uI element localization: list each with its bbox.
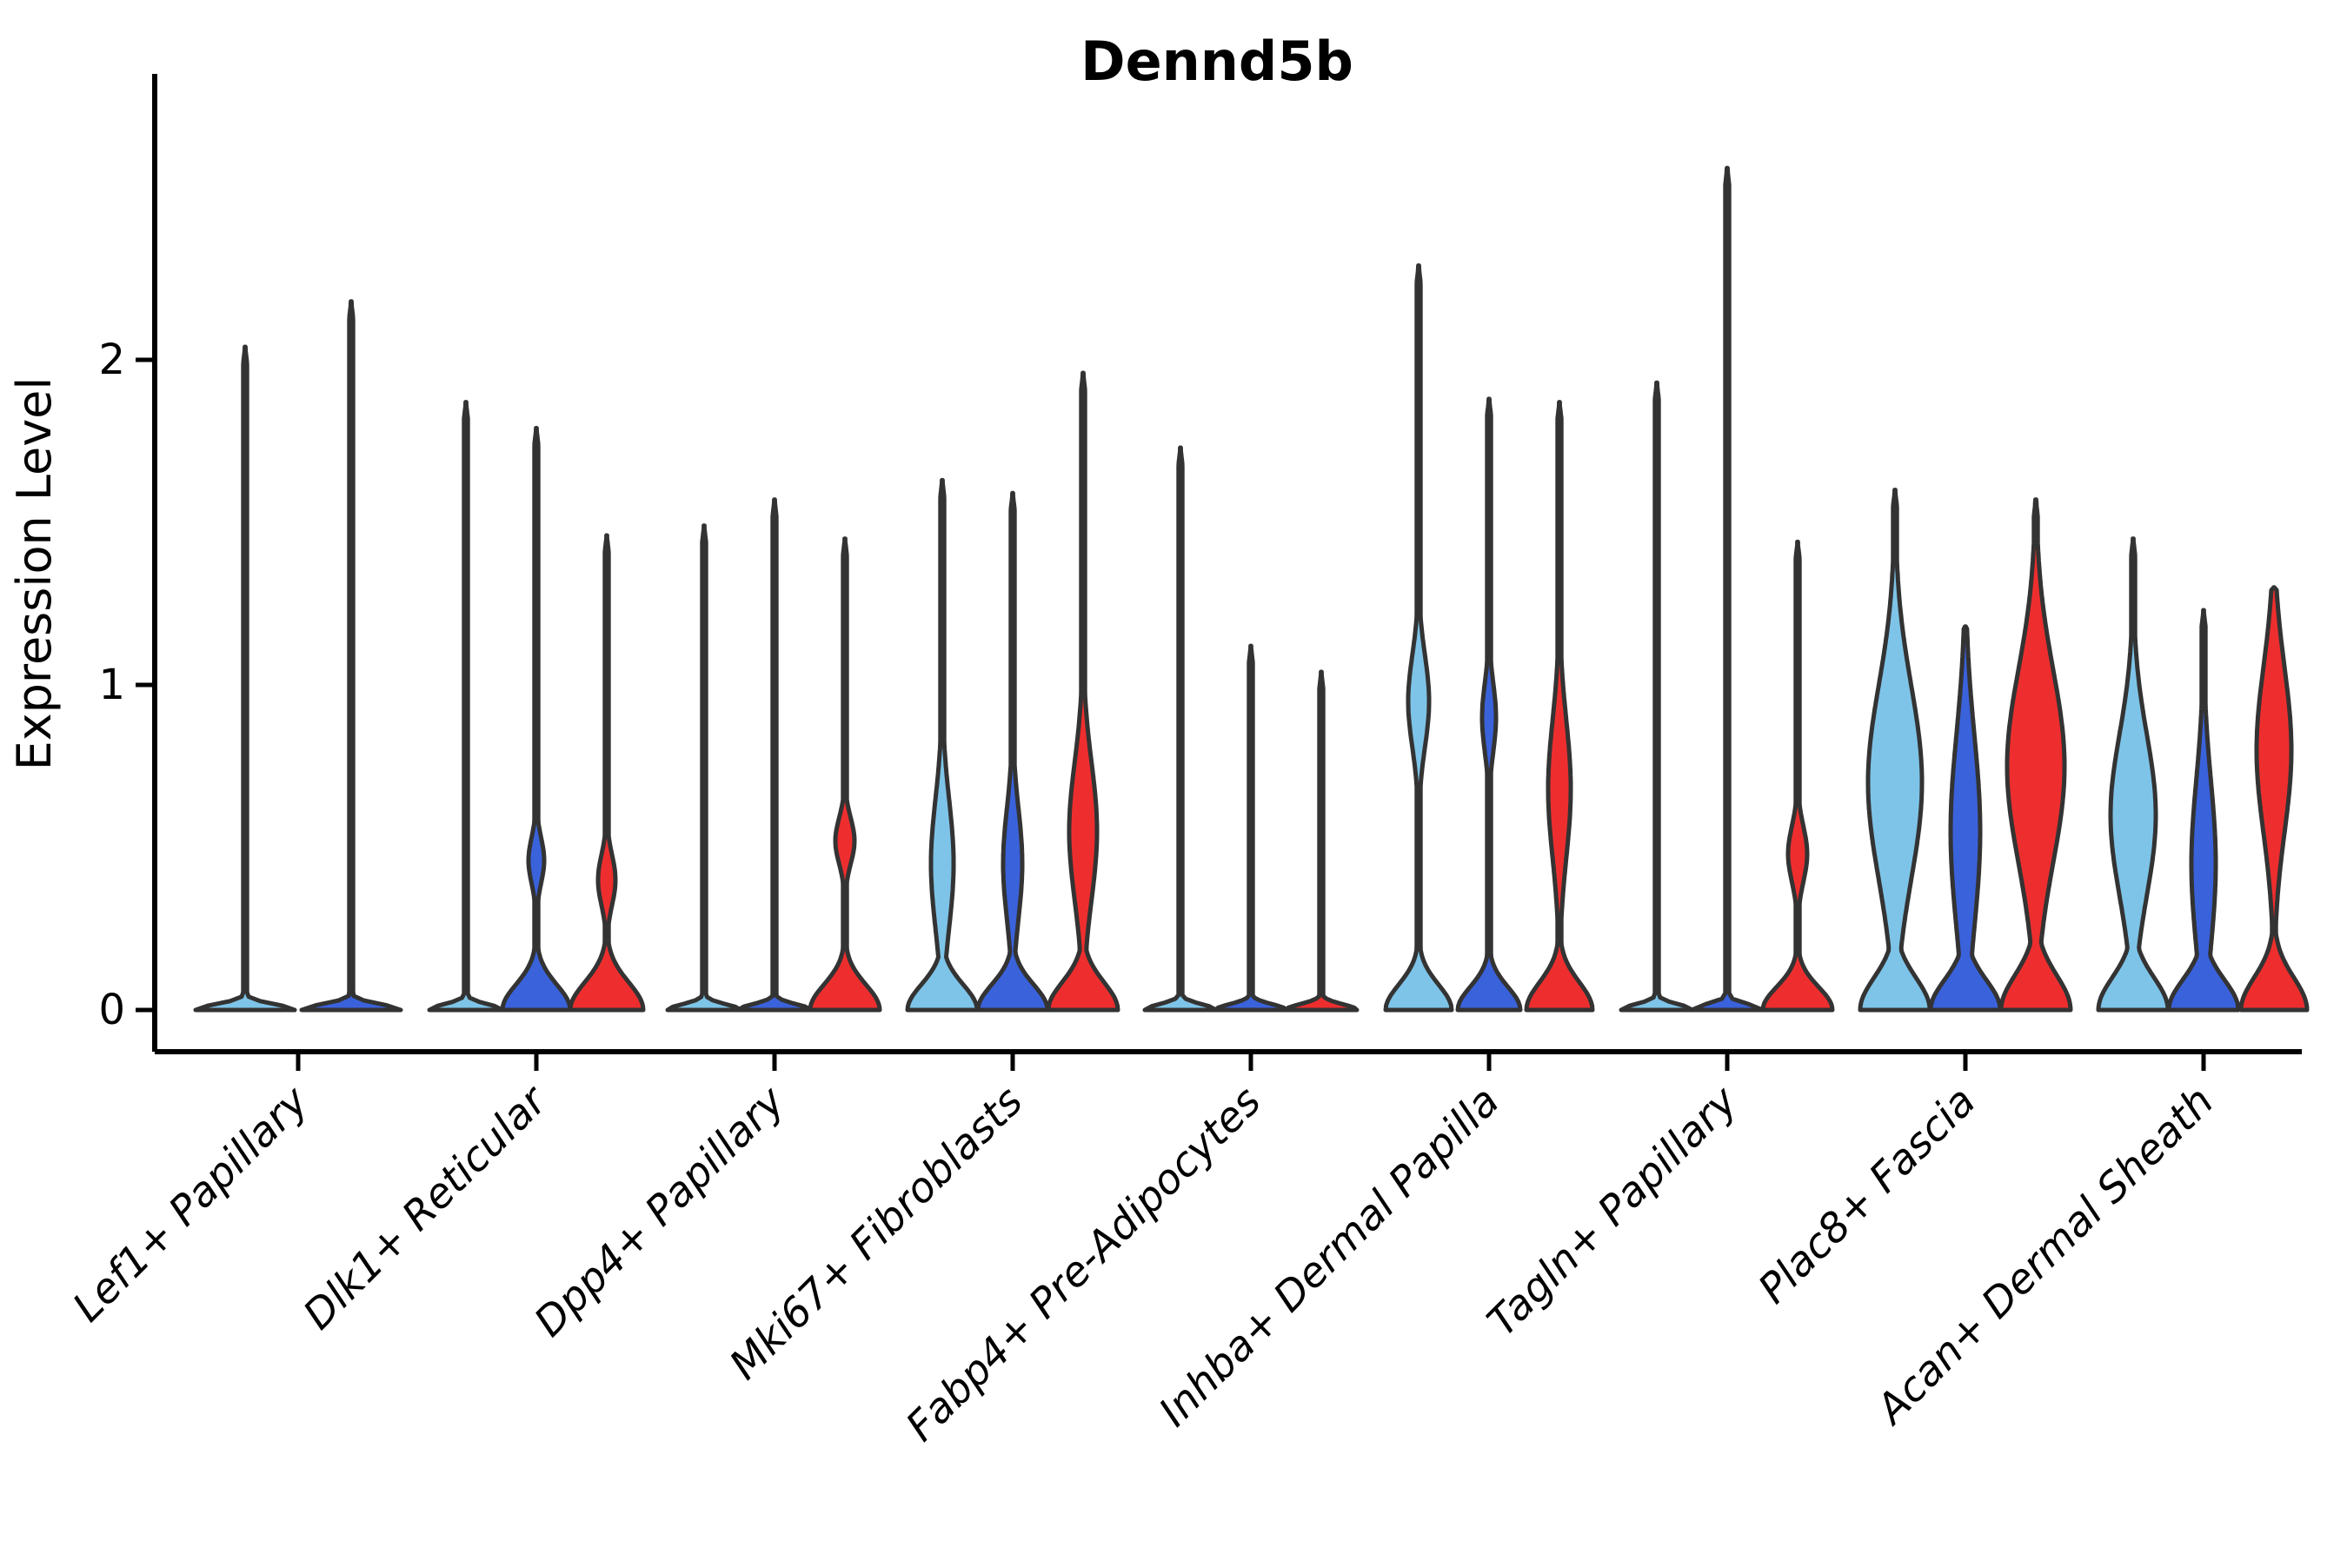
violin-light_blue xyxy=(1858,488,1932,1013)
violin-group xyxy=(1858,488,2073,1013)
x-tick-label: Dpp4+ Papillary xyxy=(525,1077,795,1346)
violin-dark_blue xyxy=(2166,608,2241,1013)
violin-light_blue xyxy=(193,344,297,1013)
violin-dark_blue xyxy=(1455,396,1523,1013)
violin-dark_blue xyxy=(1213,643,1289,1013)
violin-group xyxy=(193,299,403,1013)
violin-red xyxy=(2238,585,2310,1013)
violin-red xyxy=(808,536,882,1013)
y-tick-label: 0 xyxy=(98,986,125,1034)
violin-group xyxy=(665,497,882,1013)
violin-dark_blue xyxy=(299,299,403,1013)
violin-light_blue xyxy=(905,477,980,1013)
violin-light_blue xyxy=(1142,445,1219,1013)
violin-layer xyxy=(193,165,2310,1013)
y-axis-label: Expression Level xyxy=(7,377,62,771)
violin-red xyxy=(1283,669,1360,1013)
violin-dark_blue xyxy=(975,490,1050,1013)
violin-dark_blue xyxy=(735,497,814,1013)
violin-light_blue xyxy=(2096,536,2171,1013)
violin-red xyxy=(1524,400,1595,1013)
violin-light_blue xyxy=(1619,380,1695,1013)
violin-red xyxy=(568,533,646,1013)
violin-red xyxy=(1046,370,1120,1013)
violin-red xyxy=(1998,497,2073,1013)
violin-dark_blue xyxy=(500,426,573,1013)
violin-group xyxy=(1383,263,1595,1013)
x-tick-label: Lef1+ Papillary xyxy=(63,1077,318,1332)
violin-light_blue xyxy=(427,400,505,1013)
x-tick-label: Dlk1+ Reticular xyxy=(295,1076,558,1339)
plot-title: Dennd5b xyxy=(1080,30,1353,93)
violin-light_blue xyxy=(665,523,743,1013)
axes-layer: 0 1 2 xyxy=(98,74,2302,1071)
y-tick-label: 1 xyxy=(98,661,125,709)
violin-group xyxy=(1142,445,1360,1013)
violin-dark_blue xyxy=(1928,624,2003,1013)
violin-group xyxy=(2096,536,2310,1013)
y-tick-label: 2 xyxy=(98,336,125,384)
x-tick-label: Tagln+ Papillary xyxy=(1479,1077,1748,1346)
violin-light_blue xyxy=(1383,263,1454,1013)
violin-dark_blue xyxy=(1689,165,1765,1013)
violin-red xyxy=(1760,539,1835,1013)
violin-group xyxy=(905,370,1120,1013)
violin-group xyxy=(427,400,646,1013)
violin-group xyxy=(1619,165,1835,1013)
x-tick-label: Plac8+ Fascia xyxy=(1749,1078,1985,1313)
